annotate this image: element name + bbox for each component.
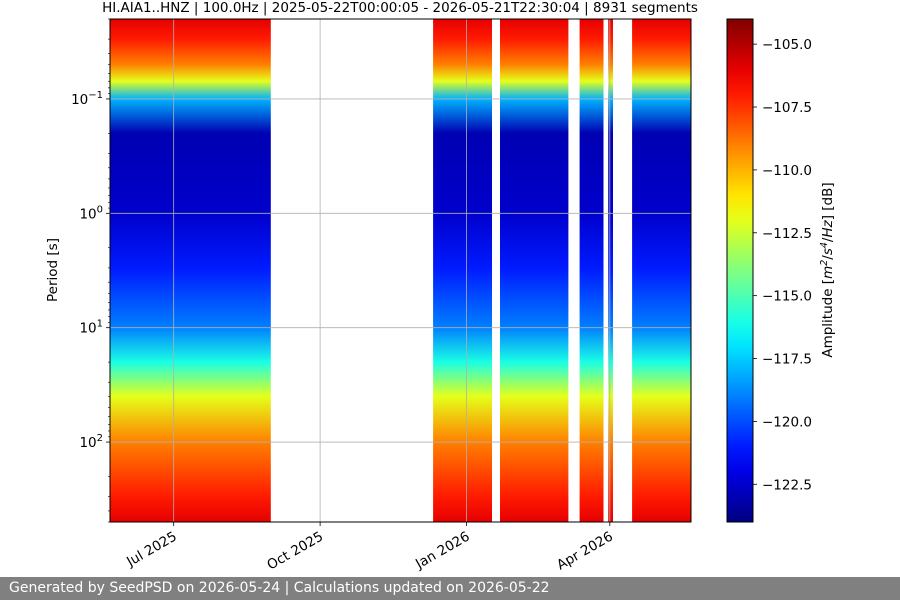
x-tick-label: Oct 2025 xyxy=(264,529,326,574)
colorbar-tick-label: −110.0 xyxy=(762,163,812,179)
y-tick-label: 102 xyxy=(79,433,103,451)
y-tick-label: 10−1 xyxy=(71,90,103,108)
colorbar-label: Amplitude [m2/s4/Hz] [dB] xyxy=(819,182,837,357)
x-tick-label: Jan 2026 xyxy=(412,529,472,573)
y-tick-label: 100 xyxy=(79,204,103,222)
colorbar-gradient xyxy=(726,18,754,523)
data-period-1 xyxy=(110,19,271,522)
x-tick-label: Apr 2026 xyxy=(554,529,616,574)
y-axis: 10−1 100 101 102 xyxy=(71,18,110,523)
data-period-3 xyxy=(500,19,569,522)
psd-spectrogram-chart: HI.AIA1..HNZ | 100.0Hz | 2025-05-22T00:0… xyxy=(45,0,837,573)
chart-title: HI.AIA1..HNZ | 100.0Hz | 2025-05-22T00:0… xyxy=(102,0,698,16)
spectrogram-columns xyxy=(110,19,691,522)
colorbar-tick-label: −120.0 xyxy=(762,414,812,430)
y-tick-label: 101 xyxy=(79,319,103,337)
colorbar-tick-label: −112.5 xyxy=(762,226,812,242)
colorbar-tick-label: −115.0 xyxy=(762,289,812,305)
colorbar-tick-label: −122.5 xyxy=(762,477,812,493)
plot-frame xyxy=(109,18,692,523)
colorbar: −105.0 −107.5 −110.0 −112.5 −115.0 −117.5 −120… xyxy=(726,18,837,523)
data-period-2 xyxy=(433,19,492,522)
data-period-5 xyxy=(608,19,613,522)
x-axis: Jul 2025 Oct 2025 Jan 2026 Apr 2026 xyxy=(123,522,616,573)
colorbar-tick-label: −105.0 xyxy=(762,37,812,53)
footer-bar: Generated by SeedPSD on 2026-05-24 | Cal… xyxy=(0,577,900,600)
colorbar-tick-label: −117.5 xyxy=(762,352,812,368)
y-axis-label: Period [s] xyxy=(45,238,61,302)
footer-text: Generated by SeedPSD on 2026-05-24 | Cal… xyxy=(9,580,550,596)
x-tick-label: Jul 2025 xyxy=(123,529,179,571)
colorbar-ticks: −105.0 −107.5 −110.0 −112.5 −115.0 −117.5 −120… xyxy=(753,37,812,493)
data-period-4 xyxy=(579,19,604,522)
colorbar-tick-label: −107.5 xyxy=(762,100,812,116)
plot-area xyxy=(110,19,691,522)
grid-lines xyxy=(110,19,691,522)
data-period-6 xyxy=(632,19,691,522)
